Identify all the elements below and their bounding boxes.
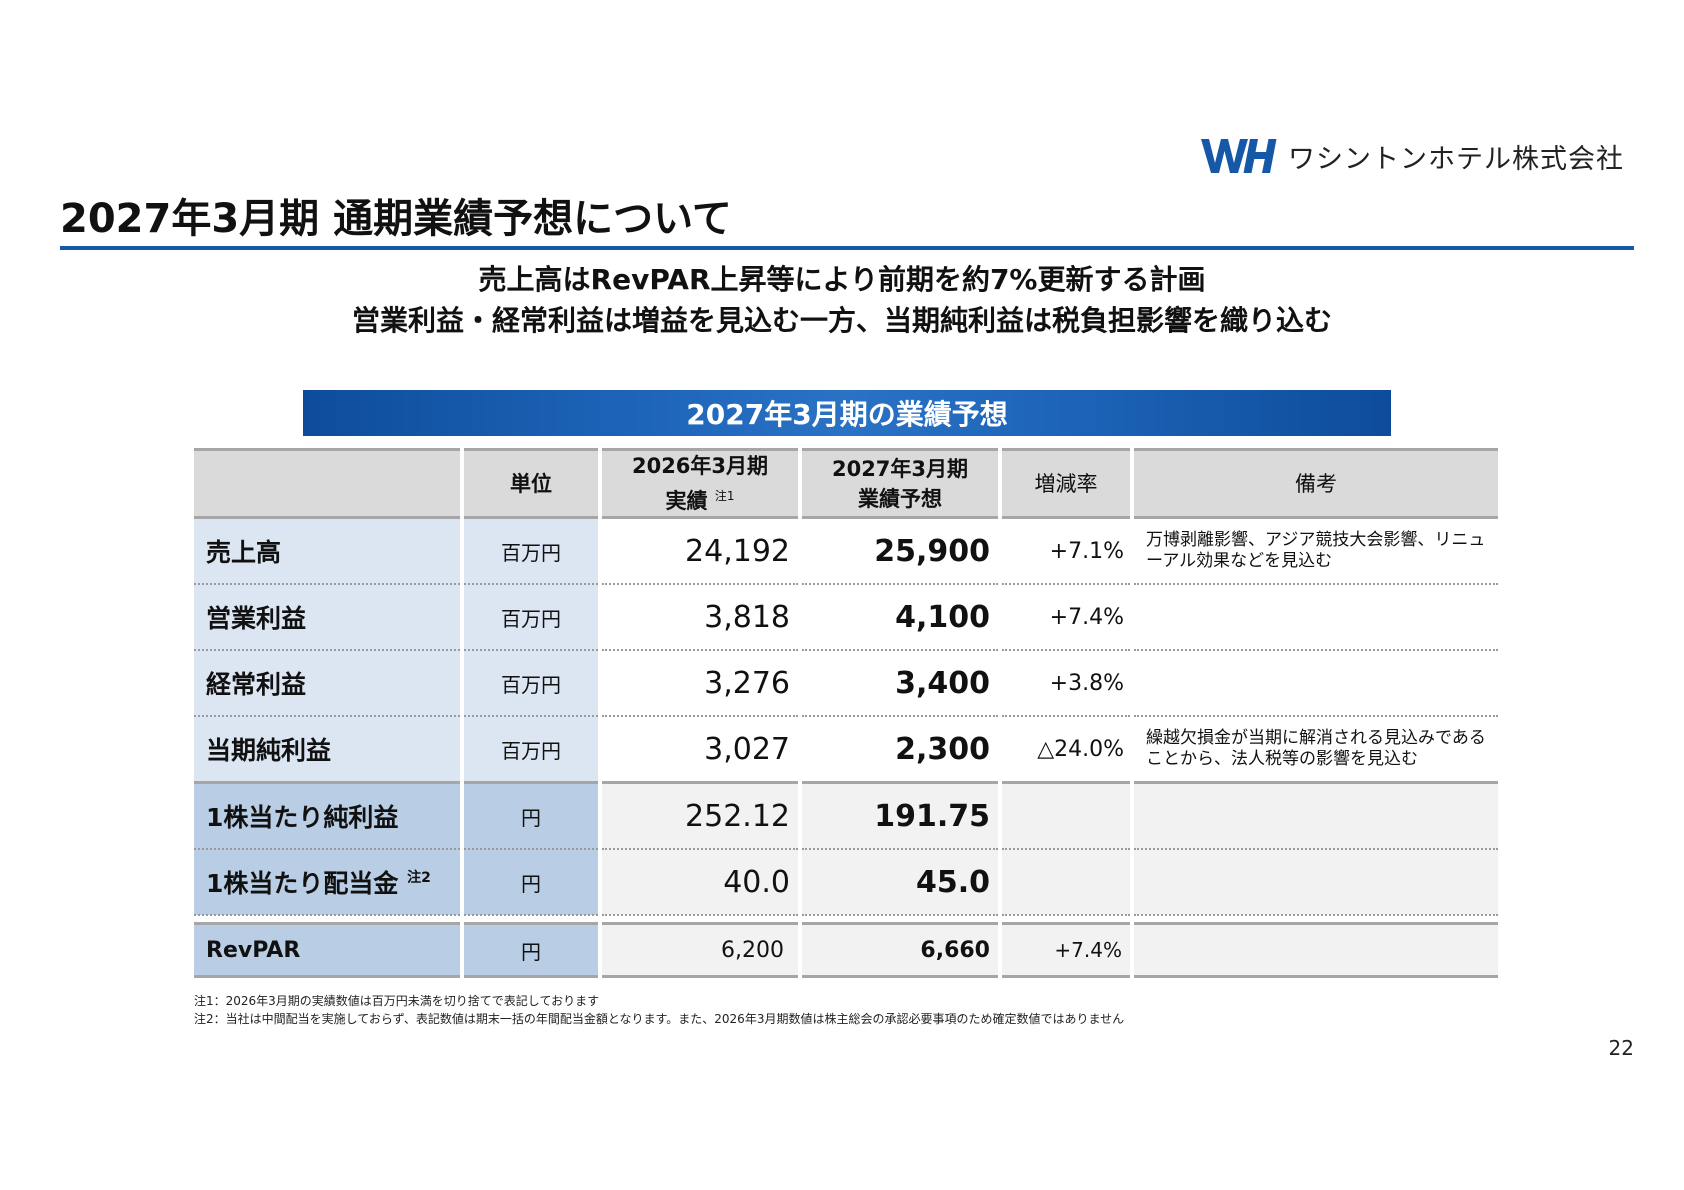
row-name: 営業利益 [194,584,464,651]
company-name: ワシントンホテル株式会社 [1288,143,1624,175]
row-fy2027: 3,400 [800,650,1002,717]
table-row: 経常利益 百万円 3,276 3,400 +3.8% [194,650,1498,717]
header-fy2027: 2027年3月期 業績予想 [800,448,1002,519]
revpar-change: +7.4% [1000,922,1134,978]
header-fy2027-line1: 2027年3月期 [831,456,969,481]
row-note [1132,782,1498,850]
row-fy2026: 40.0 [600,849,802,916]
row-note [1132,584,1498,651]
header-change: 増減率 [1000,448,1134,519]
wh-logo-icon [1201,139,1277,173]
row-fy2026: 3,276 [600,650,802,717]
footnote-2: 注2：当社は中間配当を実施しておらず、表記数値は期末一括の年間配当金額となります… [194,1012,1125,1026]
headline-line-1: 売上高はRevPAR上昇等により前期を約7%更新する計画 [478,263,1206,296]
revpar-row: RevPAR 円 6,200 6,660 +7.4% [194,922,1498,978]
row-fy2026: 3,818 [600,584,802,651]
revpar-unit: 円 [462,922,602,978]
headline-line-2: 営業利益・経常利益は増益を見込む一方、当期純利益は税負担影響を織り込む [351,304,1332,337]
table-header-row: 単位 2026年3月期 実績 注1 2027年3月期 業績予想 増減率 備考 [194,448,1498,519]
row-note: 万博剥離影響、アジア競技大会影響、リニューアル効果などを見込む [1132,517,1498,585]
footnote-1: 注1：2026年3月期の実績数値は百万円未満を切り捨てで表記しております [194,994,600,1008]
revpar-fy2027: 6,660 [800,922,1002,978]
row-unit: 百万円 [462,584,602,651]
row-note [1132,650,1498,717]
row-fy2026: 252.12 [600,782,802,850]
row-unit: 百万円 [462,716,602,784]
table-row: 売上高 百万円 24,192 25,900 +7.1% 万博剥離影響、アジア競技… [194,517,1498,585]
header-fy2026-line1: 2026年3月期 [631,454,769,478]
row-change [1000,849,1134,916]
header-remarks: 備考 [1132,448,1498,519]
title-underline [60,246,1634,250]
row-name: 当期純利益 [194,716,464,784]
row-change: △24.0% [1000,716,1134,784]
header-fy2026: 2026年3月期 実績 注1 [600,448,802,519]
row-change: +7.4% [1000,584,1134,651]
page-title: 2027年3月期 通期業績予想について [60,196,732,242]
forecast-table: 単位 2026年3月期 実績 注1 2027年3月期 業績予想 増減率 備考 売… [194,448,1498,978]
header-unit: 単位 [462,448,602,519]
row-fy2026: 24,192 [600,517,802,585]
table-gap [194,915,1498,924]
table-row: 1株当たり純利益 円 252.12 191.75 [194,782,1498,850]
company-logo: ワシントンホテル株式会社 [1200,134,1624,178]
row-fy2026: 3,027 [600,716,802,784]
forecast-banner-label: 2027年3月期の業績予想 [686,398,1008,431]
row-fy2027: 4,100 [800,584,1002,651]
row-fy2027: 191.75 [800,782,1002,850]
row-unit: 円 [462,849,602,916]
revpar-name: RevPAR [194,922,464,978]
row-change [1000,782,1134,850]
row-note [1132,849,1498,916]
header-fy2027-line2: 業績予想 [858,486,942,511]
row-fy2027: 2,300 [800,716,1002,784]
page-number: 22 [1608,1036,1634,1060]
row-name: 1株当たり純利益 [194,782,464,850]
row-name-note: 注2 [407,870,431,886]
table-row: 当期純利益 百万円 3,027 2,300 △24.0% 繰越欠損金が当期に解消… [194,716,1498,784]
row-unit: 円 [462,782,602,850]
row-fy2027: 25,900 [800,517,1002,585]
row-fy2027: 45.0 [800,849,1002,916]
revpar-fy2026: 6,200 [600,922,802,978]
header-item-blank [194,448,464,519]
row-unit: 百万円 [462,517,602,585]
row-name: 1株当たり配当金 [206,869,399,898]
header-fy2026-line2: 実績 [665,489,708,513]
row-name-cell: 1株当たり配当金 注2 [194,849,464,916]
table-row: 1株当たり配当金 注2 円 40.0 45.0 [194,849,1498,916]
row-note: 繰越欠損金が当期に解消される見込みであることから、法人税等の影響を見込む [1132,716,1498,784]
revpar-note [1132,922,1498,978]
forecast-banner: 2027年3月期の業績予想 [303,390,1391,436]
header-fy2026-note: 注1 [714,489,735,503]
row-unit: 百万円 [462,650,602,717]
row-change: +7.1% [1000,517,1134,585]
table-row: 営業利益 百万円 3,818 4,100 +7.4% [194,584,1498,651]
row-name: 経常利益 [194,650,464,717]
row-change: +3.8% [1000,650,1134,717]
row-name: 売上高 [194,517,464,585]
